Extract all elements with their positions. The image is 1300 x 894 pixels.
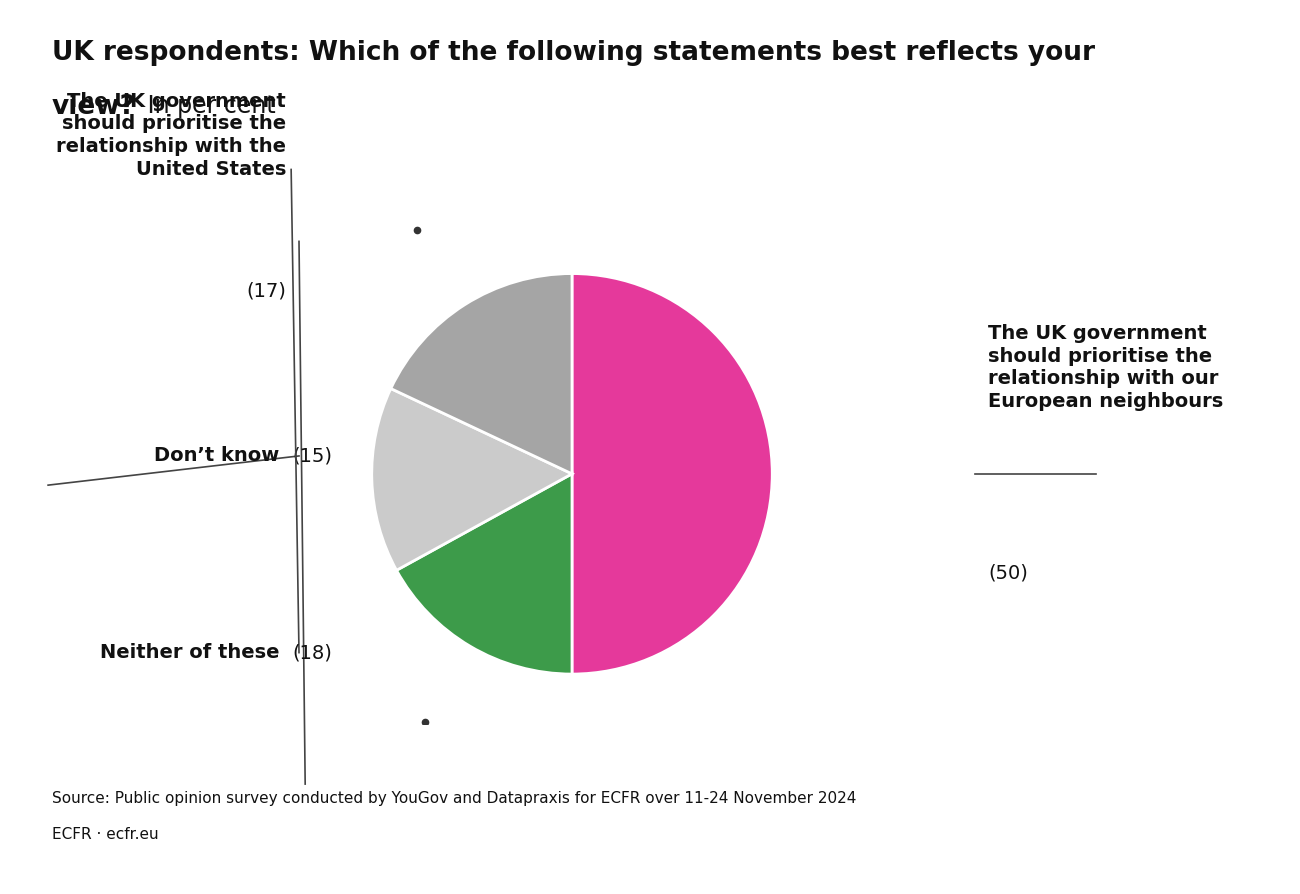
- Text: In per cent: In per cent: [140, 94, 276, 118]
- Text: view?: view?: [52, 94, 136, 120]
- Text: (15): (15): [292, 446, 333, 466]
- Wedge shape: [372, 389, 572, 570]
- Text: (17): (17): [246, 282, 286, 300]
- Text: (18): (18): [292, 643, 333, 662]
- Text: Neither of these: Neither of these: [100, 643, 286, 662]
- Wedge shape: [572, 274, 772, 674]
- Wedge shape: [391, 274, 572, 474]
- Wedge shape: [396, 474, 572, 674]
- Text: The UK government
should prioritise the
relationship with the
United States: The UK government should prioritise the …: [56, 91, 286, 179]
- Text: ECFR · ecfr.eu: ECFR · ecfr.eu: [52, 827, 159, 842]
- Text: Source: Public opinion survey conducted by YouGov and Datapraxis for ECFR over 1: Source: Public opinion survey conducted …: [52, 791, 857, 806]
- Text: UK respondents: Which of the following statements best reflects your: UK respondents: Which of the following s…: [52, 40, 1095, 66]
- Text: Don’t know: Don’t know: [153, 446, 286, 466]
- Text: (50): (50): [988, 563, 1028, 582]
- Text: The UK government
should prioritise the
relationship with our
European neighbour: The UK government should prioritise the …: [988, 324, 1223, 411]
